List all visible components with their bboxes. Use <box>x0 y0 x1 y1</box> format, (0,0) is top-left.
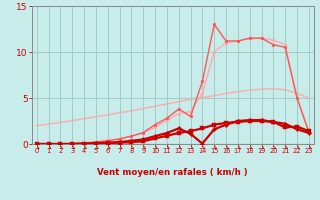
X-axis label: Vent moyen/en rafales ( km/h ): Vent moyen/en rafales ( km/h ) <box>98 168 248 177</box>
